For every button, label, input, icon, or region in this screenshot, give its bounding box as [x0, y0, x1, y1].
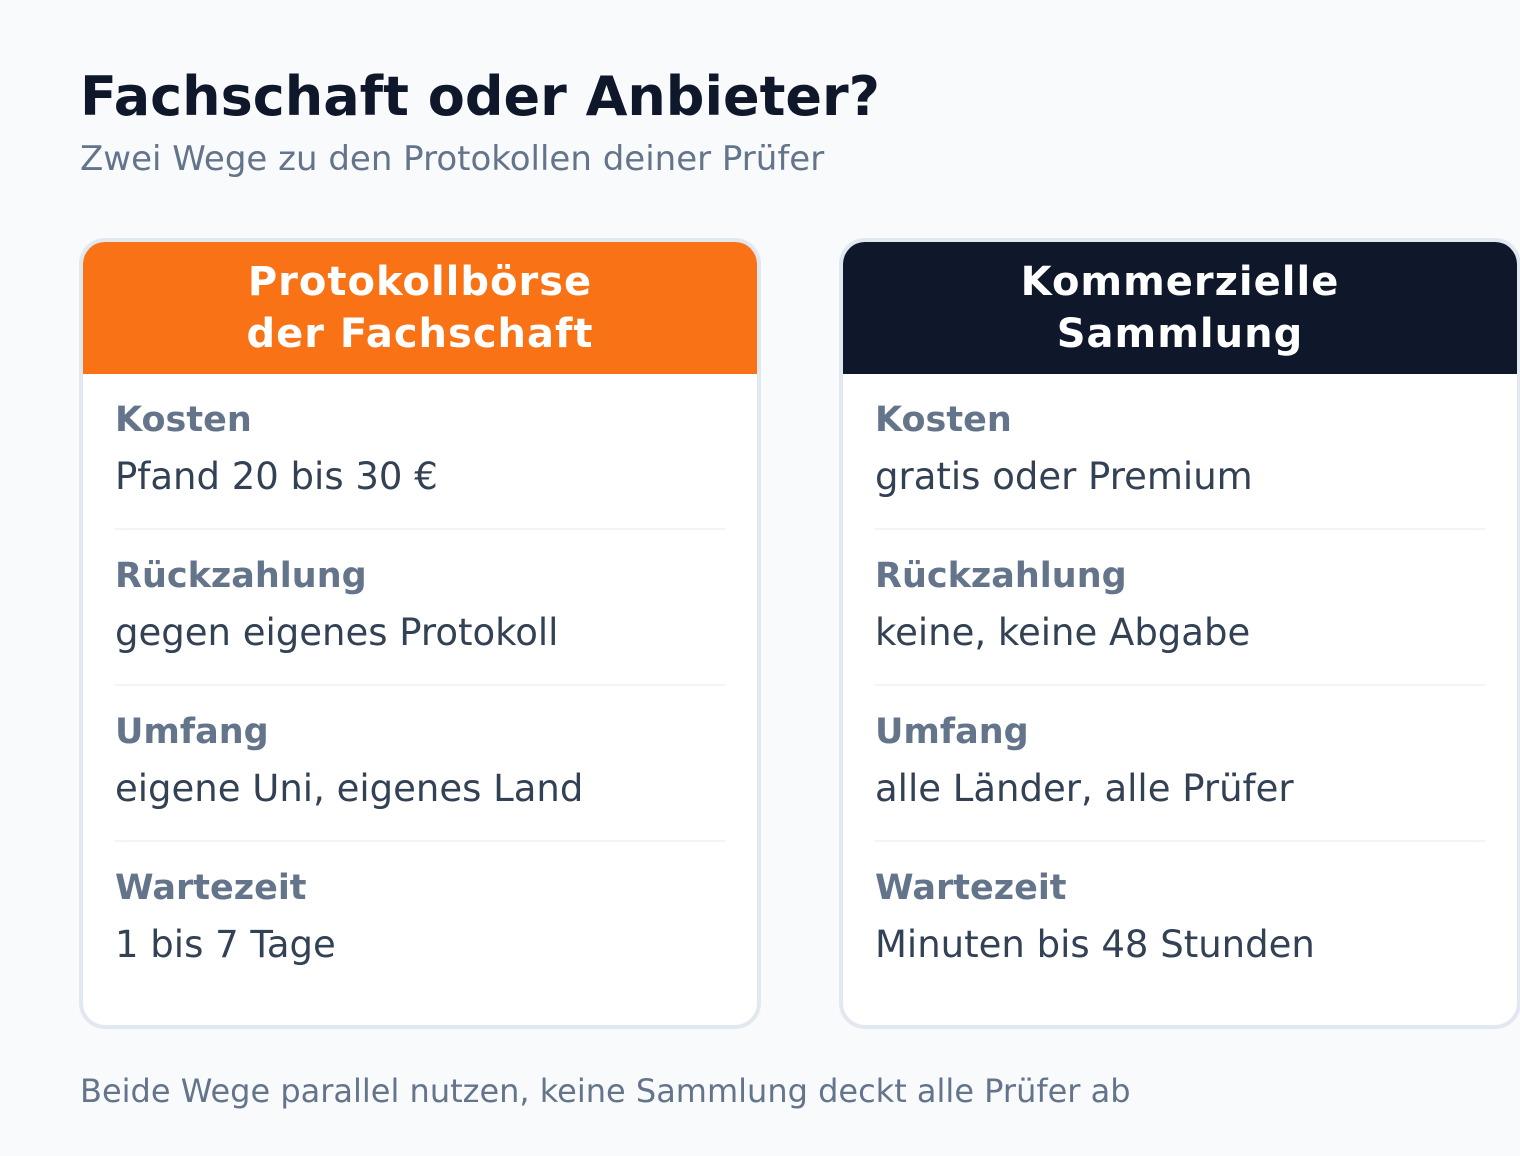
card-title-line-1: Kommerzielle	[1020, 259, 1340, 305]
row-wartezeit: Wartezeit 1 bis 7 Tage	[115, 842, 725, 998]
card-rows: Kosten Pfand 20 bis 30 € Rückzahlung geg…	[83, 374, 757, 998]
card-fachschaft-header: Protokollbörse der Fachschaft	[83, 242, 757, 374]
card-rows: Kosten gratis oder Premium Rückzahlung k…	[843, 374, 1517, 998]
row-umfang: Umfang alle Länder, alle Prüfer	[875, 686, 1485, 842]
card-kommerziell-header: Kommerzielle Sammlung	[843, 242, 1517, 374]
page-subtitle: Zwei Wege zu den Protokollen deiner Prüf…	[80, 139, 825, 179]
row-wartezeit: Wartezeit Minuten bis 48 Stunden	[875, 842, 1485, 998]
row-value: Minuten bis 48 Stunden	[875, 923, 1315, 966]
row-value: alle Länder, alle Prüfer	[875, 767, 1294, 810]
card-title-line-1: Protokollbörse	[247, 259, 593, 305]
row-value: gegen eigenes Protokoll	[115, 611, 559, 654]
row-rueckzahlung: Rückzahlung keine, keine Abgabe	[875, 530, 1485, 686]
row-value: gratis oder Premium	[875, 455, 1253, 498]
row-kosten: Kosten Pfand 20 bis 30 €	[115, 374, 725, 530]
row-umfang: Umfang eigene Uni, eigenes Land	[115, 686, 725, 842]
row-label: Umfang	[875, 712, 1029, 752]
card-kommerziell: Kommerzielle Sammlung Kosten gratis oder…	[839, 238, 1520, 1029]
row-label: Wartezeit	[875, 868, 1067, 908]
row-label: Umfang	[115, 712, 269, 752]
footer-note: Beide Wege parallel nutzen, keine Sammlu…	[80, 1072, 1131, 1110]
page-title: Fachschaft oder Anbieter?	[80, 65, 880, 128]
row-value: keine, keine Abgabe	[875, 611, 1251, 654]
row-value: 1 bis 7 Tage	[115, 923, 336, 966]
row-rueckzahlung: Rückzahlung gegen eigenes Protokoll	[115, 530, 725, 686]
card-title-line-2: Sammlung	[1056, 311, 1304, 357]
row-kosten: Kosten gratis oder Premium	[875, 374, 1485, 530]
card-fachschaft: Protokollbörse der Fachschaft Kosten Pfa…	[79, 238, 761, 1029]
row-label: Kosten	[115, 400, 252, 440]
row-label: Rückzahlung	[115, 556, 367, 596]
row-value: eigene Uni, eigenes Land	[115, 767, 584, 810]
row-value: Pfand 20 bis 30 €	[115, 455, 438, 498]
row-label: Kosten	[875, 400, 1012, 440]
card-title-line-2: der Fachschaft	[246, 311, 594, 357]
row-label: Wartezeit	[115, 868, 307, 908]
row-label: Rückzahlung	[875, 556, 1127, 596]
